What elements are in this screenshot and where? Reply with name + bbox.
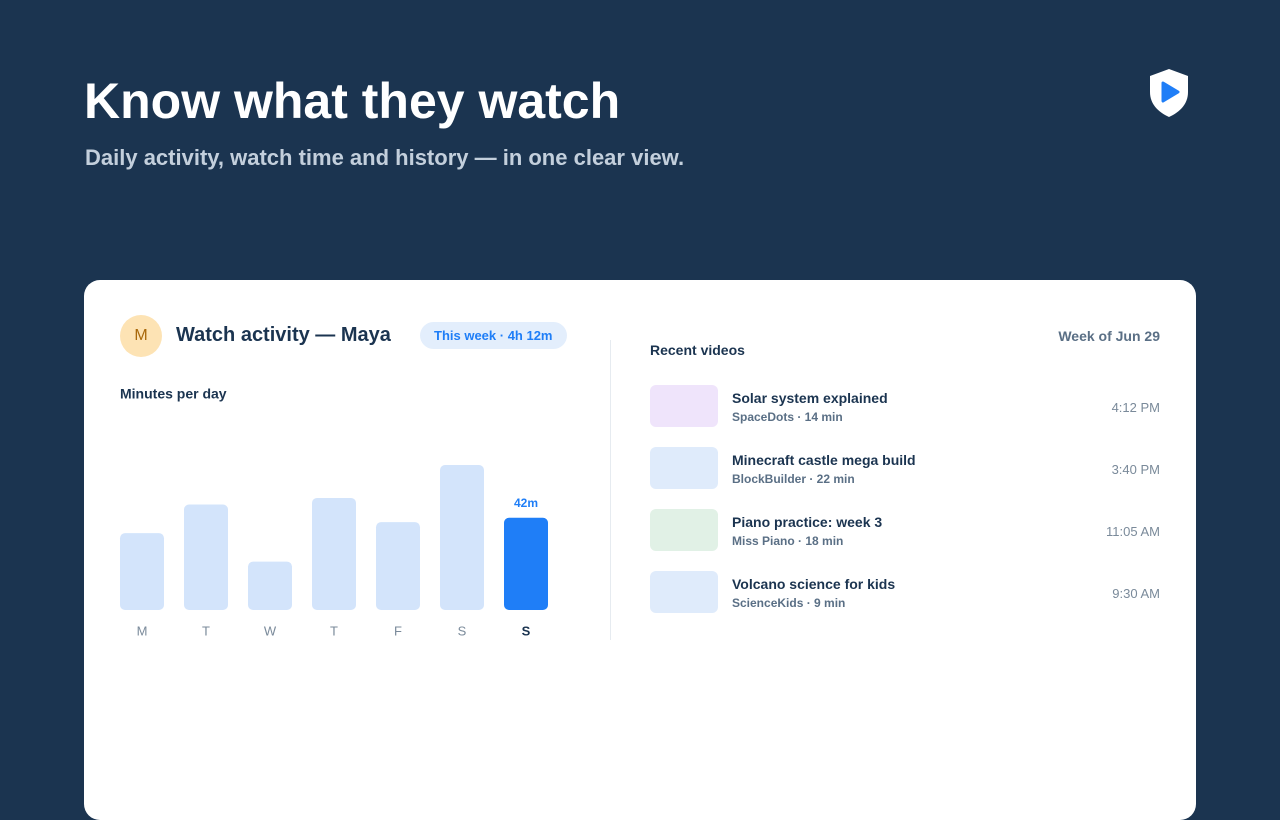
video-title[interactable]: Volcano science for kids (732, 576, 896, 592)
x-tick-label: W (264, 623, 277, 638)
shield-logo (1150, 69, 1188, 117)
video-meta: Miss Piano · 18 min (732, 534, 844, 548)
video-title[interactable]: Minecraft castle mega build (732, 452, 916, 468)
x-tick-label: F (394, 623, 402, 638)
video-thumbnail[interactable] (650, 571, 718, 613)
video-meta: BlockBuilder · 22 min (732, 472, 855, 486)
card-title: Watch activity — Maya (176, 324, 391, 346)
week-badge: This week · 4h 12m (420, 322, 567, 349)
bar (120, 533, 164, 610)
video-title[interactable]: Solar system explained (732, 390, 888, 406)
x-tick-label: M (137, 623, 148, 638)
video-thumbnail[interactable] (650, 385, 718, 427)
recent-title: Recent videos (650, 342, 745, 358)
video-time: 3:40 PM (1111, 462, 1160, 477)
chart: Minutes per day M T W T F S S 42m (120, 386, 548, 638)
video-title[interactable]: Piano practice: week 3 (732, 514, 883, 530)
video-meta: ScienceKids · 9 min (732, 596, 846, 610)
divider (610, 340, 611, 640)
week-label: Week of Jun 29 (1058, 328, 1160, 344)
chart-title: Minutes per day (120, 386, 227, 402)
video-time: 9:30 AM (1112, 586, 1160, 601)
avatar: M (120, 315, 162, 357)
bar (440, 465, 484, 610)
page: Know what they watch Daily activity, wat… (84, 69, 1196, 820)
activity-card: M Watch activity — Maya This week · 4h 1… (84, 280, 1196, 820)
video-thumbnail[interactable] (650, 447, 718, 489)
video-time: 4:12 PM (1111, 400, 1160, 415)
bar (312, 497, 356, 610)
x-tick-label: S (522, 623, 531, 638)
value-label: 42m (514, 496, 538, 510)
video-time: 11:05 AM (1106, 524, 1160, 539)
page-subtitle: Daily activity, watch time and history —… (85, 145, 685, 170)
bar (376, 522, 420, 610)
x-tick-label: T (330, 623, 338, 638)
bar (504, 517, 548, 610)
x-tick-label: S (458, 623, 467, 638)
bar (184, 504, 228, 610)
page-title: Know what they watch (84, 73, 621, 129)
x-tick-label: T (202, 623, 210, 638)
video-meta: SpaceDots · 14 min (732, 410, 843, 424)
video-thumbnail[interactable] (650, 509, 718, 551)
bar (248, 561, 292, 610)
